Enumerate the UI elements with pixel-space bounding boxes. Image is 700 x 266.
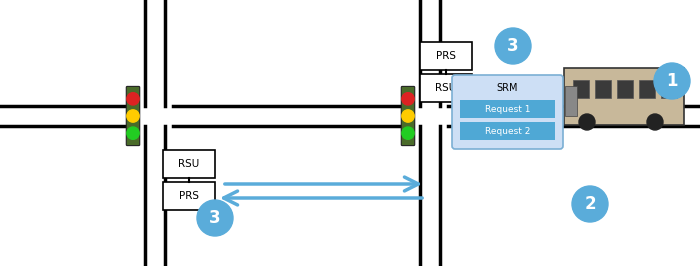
- FancyBboxPatch shape: [565, 86, 577, 116]
- FancyBboxPatch shape: [452, 75, 563, 149]
- FancyBboxPatch shape: [420, 42, 472, 70]
- FancyBboxPatch shape: [617, 80, 633, 98]
- Text: RSU: RSU: [178, 159, 199, 169]
- Text: PRS: PRS: [179, 191, 199, 201]
- Circle shape: [572, 186, 608, 222]
- FancyBboxPatch shape: [564, 68, 684, 125]
- FancyBboxPatch shape: [163, 182, 215, 210]
- Circle shape: [579, 114, 595, 130]
- FancyBboxPatch shape: [163, 150, 215, 178]
- FancyBboxPatch shape: [595, 80, 611, 98]
- Circle shape: [127, 110, 139, 122]
- FancyBboxPatch shape: [639, 80, 655, 98]
- FancyBboxPatch shape: [420, 74, 472, 102]
- Text: 3: 3: [209, 209, 220, 227]
- Circle shape: [127, 127, 139, 139]
- Text: RSU: RSU: [435, 83, 456, 93]
- Text: 1: 1: [666, 72, 678, 90]
- Text: PRS: PRS: [436, 51, 456, 61]
- Text: Request 2: Request 2: [485, 127, 530, 135]
- Circle shape: [402, 110, 414, 122]
- FancyBboxPatch shape: [661, 80, 677, 98]
- Text: 2: 2: [584, 195, 596, 213]
- Circle shape: [402, 127, 414, 139]
- Circle shape: [197, 200, 233, 236]
- FancyBboxPatch shape: [573, 80, 589, 98]
- FancyBboxPatch shape: [460, 100, 555, 118]
- Circle shape: [402, 93, 414, 105]
- Text: 3: 3: [508, 37, 519, 55]
- Circle shape: [127, 93, 139, 105]
- Circle shape: [654, 63, 690, 99]
- FancyBboxPatch shape: [126, 86, 140, 146]
- Circle shape: [495, 28, 531, 64]
- Text: SRM: SRM: [497, 83, 518, 93]
- FancyBboxPatch shape: [460, 122, 555, 140]
- Circle shape: [647, 114, 663, 130]
- FancyBboxPatch shape: [401, 86, 414, 146]
- Text: Request 1: Request 1: [484, 105, 531, 114]
